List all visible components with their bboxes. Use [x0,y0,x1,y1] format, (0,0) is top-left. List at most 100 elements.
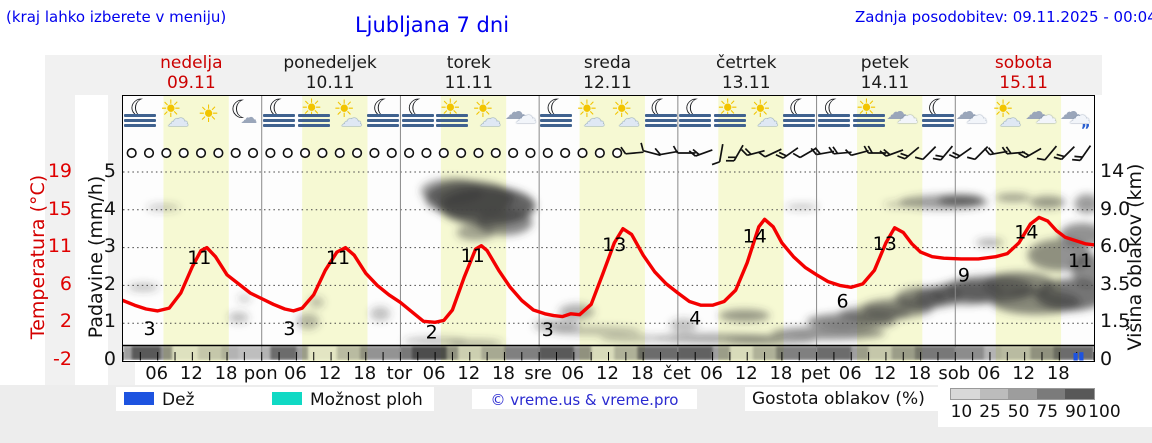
calm-wind-circle [386,147,397,159]
temp-tick: 15 [47,197,72,220]
line [1006,151,1026,155]
x-tick-18: 18 [492,363,515,384]
calm-wind-circle [317,147,328,159]
wind-barb [897,146,920,160]
day-header-ponedeljek: ponedeljek 10.11 [260,53,400,93]
weather-icon-moon-fog: ☾ [539,96,573,140]
line [1036,157,1046,161]
temp-extreme-label: 14 [1014,221,1038,243]
day-date: 14.11 [860,73,910,93]
line [914,156,924,161]
fog-lines [297,114,330,129]
temperature-curve [123,215,1094,324]
fog-lines [817,114,850,129]
weather-icon-sun-cloud: ☀ ☁ [158,96,192,140]
calm-wind-circle [473,147,484,159]
line [620,146,627,155]
x-tick-18: 18 [769,363,793,384]
weather-icon-moon-fog: ☾ [262,96,296,140]
calm-wind-circle [369,147,380,159]
day-name: petek [860,53,910,73]
line [1053,156,1062,161]
line [883,148,891,156]
wind-barb [740,147,765,157]
wind-barb [654,147,679,156]
ground-cloud-seg [359,346,401,360]
calm-wind-circle [265,147,276,159]
temp-extreme-label: 13 [602,234,626,256]
line [987,147,995,155]
cloud-blob [228,311,249,324]
chart-frame: 11 3 11 3 11 2 13 3 14 4 13 6 14 9 11 ☾ ☀ ☁ ☀ ☾ ☁ ☾ ☀ ☀ ☁ ☾ ☾ ☀ ☀ ☁ ☁… [122,95,1095,362]
fog-lines [436,114,469,129]
wind-barb [844,149,869,157]
x-tick-06: 06 [700,363,723,384]
weather-icon-cloud-drizzle: ☁ ☁” [1060,96,1094,140]
weather-icon-moon-fog: ☾ [366,96,400,140]
ground-cloud-seg [914,346,956,360]
line [1021,150,1030,157]
rain-legend-label: Dež [162,390,195,410]
x-tick-06: 06 [145,363,169,384]
wind-barb [672,145,696,154]
x-tick-12: 12 [179,363,203,384]
line [844,149,852,156]
wind-barb [914,146,937,161]
day-name: četrtek [715,53,777,73]
wind-barb [775,147,799,159]
weather-icon-moon-fog: ☾ [921,96,955,140]
line [1018,152,1026,159]
density-seg [979,389,1009,399]
weather-icon-cloudy: ☁ ☁ [886,96,920,140]
drz-glyph: ” [1080,121,1091,139]
wind-barb [620,146,644,155]
calm-wind-circle [282,147,293,159]
calm-wind-circle [143,147,155,159]
copyright-box [472,389,697,409]
wind-barb [879,148,904,157]
weather-icon-moon-fog: ☾ [817,96,851,140]
cloud-blob [1059,223,1094,247]
line [956,147,972,159]
moon-glyph: ☾ [230,95,253,124]
calm-wind-circle [299,147,311,159]
day-header-strip [45,55,1102,95]
calm-wind-circle [126,147,137,159]
line [867,145,873,154]
line [764,148,782,158]
temp-extreme-label: 3 [542,319,554,341]
wind-barb [688,148,713,157]
cld-w-glyph: ☁ [167,107,190,132]
cloud-blob [370,306,391,321]
ground-cloud-seg [481,346,505,360]
copyright-link[interactable]: © vreme.us & vreme.pro [490,391,679,409]
wind-row [126,142,1092,166]
weather-icon-moon-cloud: ☾ ☁ [227,96,261,140]
density-value: 10 [950,402,973,422]
density-value: 25 [979,402,1001,422]
page-title: Ljubljana 7 dni [354,13,510,37]
ground-cloud-seg [238,346,262,360]
line [654,147,661,156]
cloud-tick: 3.5 [1100,272,1131,295]
fog-lines [644,114,677,129]
x-tick-tor: tor [386,363,413,384]
weather-icon-moon-fog: ☾ [123,96,157,140]
cloud-blob [146,203,180,212]
line [1044,145,1058,161]
weather-icon-row: ☾ ☀ ☁ ☀ ☾ ☁ ☾ ☀ ☀ ☁ ☾ ☾ ☀ ☀ ☁ ☁ ☁ ☾ ☀ ☁ ☀ ☁ ☾ ☾ ☀ ☀ ☁ ☾ ☾ ☀ ☁ ☁ ☾ ☁ ☁ ☀ ☁ ☁ ☁ ☁… [123,96,1094,140]
precip-tick: 5 [103,160,116,182]
cloud-blob [770,326,886,340]
line [1025,147,1042,159]
temp-extreme-label: 11 [326,247,350,269]
line [718,143,724,163]
line [935,154,944,158]
menu-hint-text: (kraj lahko izberete v meniju) [6,8,227,26]
day-name: sobota [994,53,1053,73]
x-tick-06: 06 [422,363,446,384]
sun-glyph: ☀ [749,95,772,123]
line [989,150,1008,156]
calm-wind-circle [577,147,588,159]
calm-wind-circle [456,147,467,159]
